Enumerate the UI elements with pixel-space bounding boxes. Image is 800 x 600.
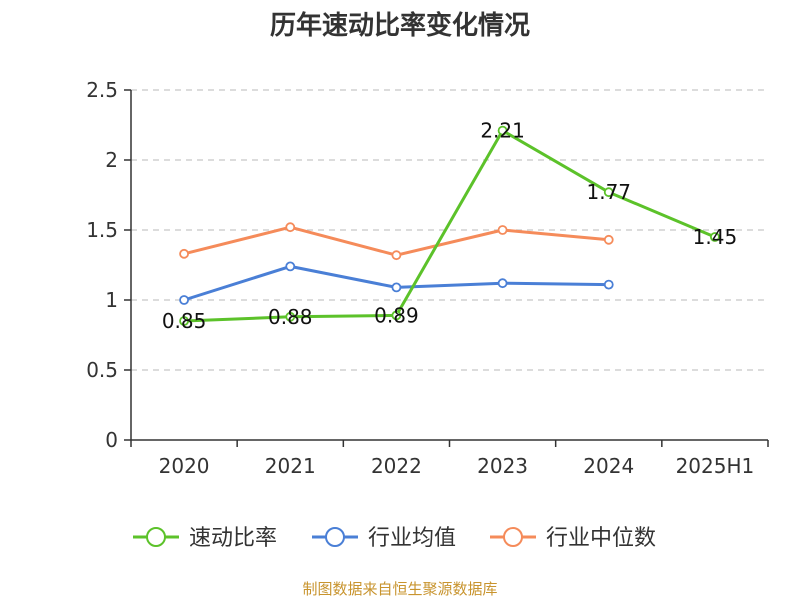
data-point [179, 316, 189, 326]
x-tick-label: 2025H1 [676, 454, 755, 478]
data-point [391, 310, 402, 321]
x-tick-label: 2021 [265, 454, 316, 478]
x-tick-label: 2020 [159, 454, 210, 478]
data-point [179, 295, 189, 305]
axes: 0 0.5 1 1.5 2 2.5 2020 2021 2022 2023 2024 2025H1 [86, 78, 769, 478]
legend-label: 速动比率 [189, 526, 277, 551]
data-point [391, 282, 402, 293]
data-point [285, 222, 296, 233]
legend-item-1[interactable]: 行业均值 [312, 526, 456, 551]
legend-swatch-marker [503, 527, 523, 547]
y-tick-label: 0 [105, 428, 118, 452]
x-tick-label: 2024 [583, 454, 634, 478]
legend-label: 行业均值 [368, 526, 456, 551]
data-label: 1.77 [586, 180, 631, 204]
data-point [285, 311, 296, 322]
y-tick-label: 2 [105, 148, 118, 172]
series-layer [179, 125, 720, 326]
legend-swatch-marker [146, 527, 166, 547]
data-point [179, 248, 189, 259]
legend-item-2[interactable]: 行业中位数 [490, 526, 656, 551]
grid [131, 89, 768, 371]
y-tick-label: 0.5 [86, 358, 118, 382]
data-labels: 0.85 0.88 0.89 2.21 1.77 1.45 [162, 119, 737, 333]
x-tick-label: 2022 [371, 454, 422, 478]
data-point [603, 187, 614, 198]
data-label: 0.88 [268, 305, 313, 329]
legend-label: 行业中位数 [546, 526, 656, 551]
y-tick-label: 2.5 [86, 78, 118, 102]
source-note: 制图数据来自恒生聚源数据库 [302, 580, 497, 598]
data-point [497, 125, 508, 136]
legend-item-0[interactable]: 速动比率 [133, 526, 277, 551]
y-tick-label: 1.5 [86, 218, 118, 242]
data-point [603, 234, 614, 245]
data-label: 0.85 [162, 309, 207, 333]
data-label: 0.89 [374, 303, 419, 327]
legend: 速动比率 行业均值 行业中位数 [133, 526, 656, 551]
data-point [285, 261, 296, 272]
data-point [391, 250, 402, 261]
data-label: 2.21 [480, 119, 525, 143]
y-tick-label: 1 [105, 288, 118, 312]
data-point [497, 225, 508, 235]
data-point [497, 278, 508, 289]
legend-swatch-marker [325, 527, 345, 547]
data-point [710, 232, 720, 242]
data-label: 1.45 [693, 225, 738, 249]
x-tick-label: 2023 [477, 454, 528, 478]
series-line-0 [184, 129, 716, 323]
chart-title: 历年速动比率变化情况 [270, 10, 530, 41]
data-point [603, 279, 614, 290]
